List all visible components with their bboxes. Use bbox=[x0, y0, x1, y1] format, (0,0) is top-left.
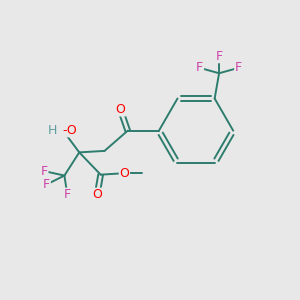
Text: F: F bbox=[215, 50, 223, 62]
Text: -O: -O bbox=[62, 124, 77, 136]
Text: H: H bbox=[48, 124, 57, 136]
Text: O: O bbox=[92, 188, 102, 201]
Text: F: F bbox=[235, 61, 242, 74]
Text: F: F bbox=[64, 188, 71, 201]
Text: F: F bbox=[43, 178, 50, 191]
Text: F: F bbox=[196, 61, 203, 74]
Text: O: O bbox=[119, 167, 129, 180]
Text: O: O bbox=[115, 103, 125, 116]
Text: F: F bbox=[40, 165, 48, 178]
